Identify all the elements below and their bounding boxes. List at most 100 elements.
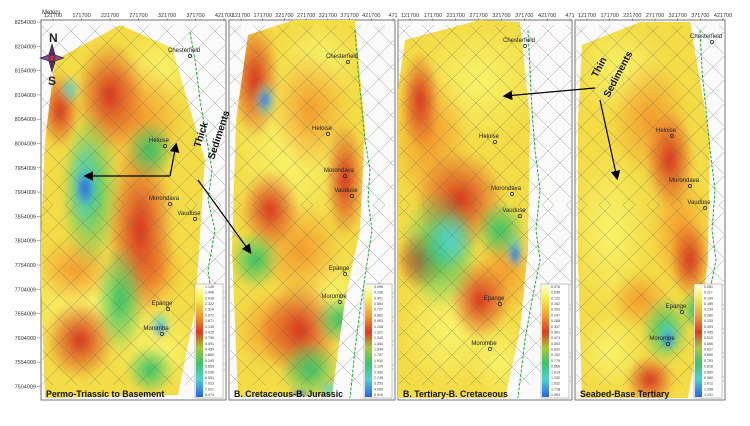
seismic-line	[670, 151, 724, 206]
raster-patch	[325, 120, 365, 240]
legend-value: 3.415	[205, 330, 214, 334]
legend-value: 1.340	[374, 336, 383, 340]
legend-value: 4.862	[205, 353, 214, 357]
seismic-line	[598, 79, 724, 206]
raster-patch	[290, 389, 310, 397]
place-marker	[326, 132, 330, 136]
seismic-line	[184, 24, 225, 66]
legend-value: 5.240	[205, 359, 214, 363]
seismic-line	[576, 55, 724, 205]
seismic-line	[598, 259, 724, 386]
compass-rose: N S	[39, 31, 65, 88]
seismic-line	[493, 307, 571, 386]
x-tick-label: 471	[388, 13, 397, 19]
panel-title: B. Tertiary-B. Cretaceous	[403, 389, 508, 399]
legend-value: 5.519	[374, 393, 383, 397]
y-tick-label: 8154009	[15, 69, 36, 75]
seismic-line	[421, 235, 571, 386]
raster-patch	[645, 110, 695, 210]
y-tick-label: 7754009	[15, 263, 36, 269]
x-tick-label: 221700	[447, 13, 465, 19]
legend-value: 0.993	[374, 319, 383, 323]
seismic-line	[88, 68, 225, 206]
legend-value: 0.779	[551, 359, 560, 363]
y-tick-label: 8054009	[15, 117, 36, 123]
y-tick-label: 7804009	[15, 239, 36, 245]
thick-arrow-down	[197, 179, 252, 254]
legend-value: 1.012	[704, 382, 713, 386]
legend-value: 1.149	[205, 285, 214, 289]
place-label: Morondava	[324, 168, 355, 174]
legend-value: 1.241	[704, 393, 713, 397]
x-tick-label: 171700	[72, 13, 90, 19]
x-tick-label: 271700	[469, 13, 487, 19]
legend-value: 2.871	[205, 319, 214, 323]
x-tick-label: 321700	[158, 13, 176, 19]
thin-arrow-down	[599, 99, 621, 181]
place-label: Morondava	[669, 178, 700, 184]
place-marker	[346, 60, 350, 64]
x-tick-label: 371700	[691, 13, 709, 19]
seismic-line	[348, 204, 394, 251]
place-label: Morondava	[491, 186, 522, 192]
legend-value: 0.401	[551, 330, 560, 334]
place-marker	[510, 192, 514, 196]
x-tick-label: 371700	[186, 13, 204, 19]
seismic-line	[136, 116, 225, 206]
seismic-line	[160, 204, 225, 270]
legend-value: 2.393	[374, 370, 383, 374]
axis-units-label: Meters	[42, 10, 60, 16]
legend-value: 0.234	[704, 308, 713, 312]
seismic-line	[0, 205, 29, 385]
x-tick-label: 371700	[340, 13, 358, 19]
place-marker	[666, 342, 670, 346]
legend-value: 8.474	[205, 393, 214, 397]
legend-value: 0.753	[704, 359, 713, 363]
place-label: Chesterfield	[503, 38, 535, 44]
legend-value: 1.910	[374, 359, 383, 363]
seismic-line	[160, 140, 225, 206]
seismic-line	[517, 24, 571, 79]
legend-value: 0.117	[704, 291, 713, 295]
legend-value: 0.553	[551, 342, 560, 346]
seismic-line	[646, 127, 724, 206]
legend-value: 0.081	[704, 285, 713, 289]
seismic-line	[517, 204, 571, 259]
seismic-line	[324, 24, 394, 95]
seismic-line	[324, 135, 394, 206]
legend-color-bar	[542, 285, 549, 397]
legend-value: 2.322	[205, 302, 214, 306]
legend-value: 0.421	[374, 296, 383, 300]
y-tick-label: 7854009	[15, 214, 36, 220]
legend-value: 6.501	[205, 376, 214, 380]
place-label: Morombe	[471, 341, 497, 347]
legend-value: 1.098	[704, 387, 713, 391]
raster-patch	[625, 355, 675, 398]
place-marker	[518, 214, 522, 218]
seismic-line	[0, 205, 29, 385]
place-marker	[343, 174, 347, 178]
x-tick-label: 421700	[714, 13, 732, 19]
place-label: Heloise	[149, 138, 170, 144]
x-tick-label: 271700	[129, 13, 147, 19]
y-tick-label: 7904009	[15, 190, 36, 196]
place-marker	[498, 302, 502, 306]
seismic-line	[743, 25, 750, 205]
y-tick-label: 7504009	[15, 385, 36, 391]
legend-value: 0.076	[551, 285, 560, 289]
place-label: Morombe	[649, 336, 675, 342]
seismic-line	[300, 111, 394, 206]
legend-value: 1.463	[374, 342, 383, 346]
legend-value: 0.690	[704, 353, 713, 357]
place-marker	[488, 347, 492, 351]
seismic-line	[743, 25, 750, 205]
seismic-line	[493, 127, 571, 206]
legend-value: 0.627	[704, 348, 713, 352]
seismic-line	[0, 205, 5, 385]
legend-value: 4.091	[205, 342, 214, 346]
place-label: Chesterfield	[168, 48, 200, 54]
x-tick-label: 271700	[646, 13, 664, 19]
raster-patch	[125, 120, 175, 180]
legend-value: 0.866	[551, 365, 560, 369]
